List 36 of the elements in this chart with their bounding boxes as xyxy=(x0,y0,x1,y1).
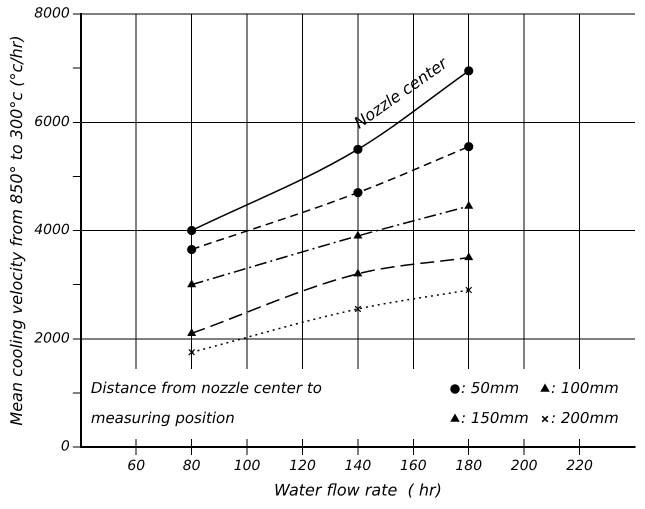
point xyxy=(464,252,473,260)
x-tick-label: 120 xyxy=(289,458,316,474)
legend-label: : 50mm xyxy=(461,378,520,397)
point xyxy=(354,269,362,276)
point xyxy=(465,286,472,294)
y-tick-label: 0 xyxy=(60,438,70,455)
legend-label: : 100mm xyxy=(551,378,619,397)
x-tick-label: 140 xyxy=(344,458,372,474)
x-tick-label: 160 xyxy=(400,458,427,474)
x-tick-label: 100 xyxy=(234,458,261,474)
point xyxy=(464,66,474,76)
point xyxy=(187,226,196,236)
point xyxy=(188,280,196,288)
legend-title: Distance from nozzle center to measuring position xyxy=(90,378,322,427)
y-tick-label: 6000 xyxy=(34,114,70,130)
point xyxy=(354,231,362,239)
x-tick-label: 180 xyxy=(455,458,482,474)
point xyxy=(464,142,474,152)
y-tick-label: 2000 xyxy=(34,330,70,346)
point xyxy=(464,202,473,209)
legend-label: : 200mm xyxy=(551,408,619,427)
y-axis-title: Mean cooling velocity from 850° to 300°c (°c/hr) xyxy=(6,35,26,426)
point xyxy=(353,144,363,154)
point xyxy=(354,306,362,312)
point xyxy=(187,244,196,254)
y-tick-label: 4000 xyxy=(34,222,70,238)
y-tick-label: 8000 xyxy=(34,6,70,22)
point xyxy=(188,328,196,336)
x-tick-label: 60 xyxy=(127,458,146,474)
legend-label: : 150mm xyxy=(461,408,529,427)
point xyxy=(188,348,196,356)
x-tick-label: 80 xyxy=(182,458,201,474)
x-tick-label: 220 xyxy=(566,458,594,474)
x-tick-label: 200 xyxy=(510,458,538,474)
point xyxy=(353,188,363,198)
x-axis-title: Water flow rate ( hr) xyxy=(274,480,442,500)
